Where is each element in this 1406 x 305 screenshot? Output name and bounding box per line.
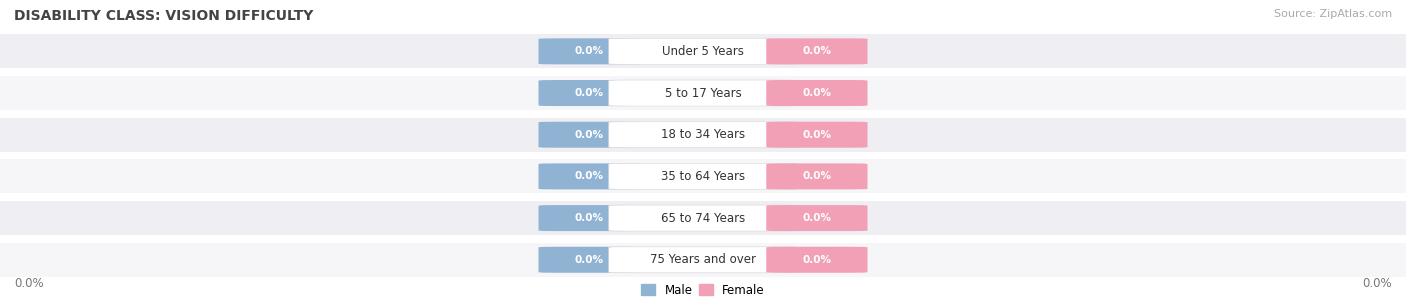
Text: 0.0%: 0.0% — [803, 171, 831, 181]
FancyBboxPatch shape — [609, 80, 797, 106]
Text: 0.0%: 0.0% — [803, 88, 831, 98]
Text: 0.0%: 0.0% — [575, 88, 603, 98]
FancyBboxPatch shape — [538, 80, 640, 106]
FancyBboxPatch shape — [766, 80, 868, 106]
FancyBboxPatch shape — [0, 201, 1406, 235]
Text: Under 5 Years: Under 5 Years — [662, 45, 744, 58]
FancyBboxPatch shape — [538, 205, 640, 231]
Text: 0.0%: 0.0% — [803, 46, 831, 56]
Text: 0.0%: 0.0% — [575, 255, 603, 265]
Legend: Male, Female: Male, Female — [637, 279, 769, 301]
FancyBboxPatch shape — [538, 38, 640, 64]
FancyBboxPatch shape — [0, 159, 1406, 193]
FancyBboxPatch shape — [609, 205, 797, 231]
Text: 5 to 17 Years: 5 to 17 Years — [665, 87, 741, 99]
FancyBboxPatch shape — [0, 243, 1406, 277]
Text: 0.0%: 0.0% — [803, 130, 831, 140]
Text: 0.0%: 0.0% — [14, 277, 44, 290]
Text: 75 Years and over: 75 Years and over — [650, 253, 756, 266]
Text: 0.0%: 0.0% — [575, 130, 603, 140]
Text: 0.0%: 0.0% — [803, 255, 831, 265]
FancyBboxPatch shape — [609, 247, 797, 273]
Text: 0.0%: 0.0% — [575, 46, 603, 56]
FancyBboxPatch shape — [766, 38, 868, 64]
FancyBboxPatch shape — [766, 163, 868, 189]
FancyBboxPatch shape — [0, 118, 1406, 152]
FancyBboxPatch shape — [538, 247, 640, 273]
Text: 18 to 34 Years: 18 to 34 Years — [661, 128, 745, 141]
FancyBboxPatch shape — [766, 247, 868, 273]
Text: 0.0%: 0.0% — [575, 213, 603, 223]
FancyBboxPatch shape — [538, 163, 640, 189]
Text: 0.0%: 0.0% — [803, 213, 831, 223]
Text: 35 to 64 Years: 35 to 64 Years — [661, 170, 745, 183]
FancyBboxPatch shape — [766, 205, 868, 231]
Text: 0.0%: 0.0% — [575, 171, 603, 181]
Text: DISABILITY CLASS: VISION DIFFICULTY: DISABILITY CLASS: VISION DIFFICULTY — [14, 9, 314, 23]
FancyBboxPatch shape — [766, 122, 868, 148]
Text: Source: ZipAtlas.com: Source: ZipAtlas.com — [1274, 9, 1392, 19]
Text: 0.0%: 0.0% — [1362, 277, 1392, 290]
FancyBboxPatch shape — [538, 122, 640, 148]
FancyBboxPatch shape — [609, 122, 797, 148]
FancyBboxPatch shape — [0, 76, 1406, 110]
FancyBboxPatch shape — [0, 34, 1406, 68]
FancyBboxPatch shape — [609, 163, 797, 189]
FancyBboxPatch shape — [609, 38, 797, 64]
Text: 65 to 74 Years: 65 to 74 Years — [661, 212, 745, 224]
